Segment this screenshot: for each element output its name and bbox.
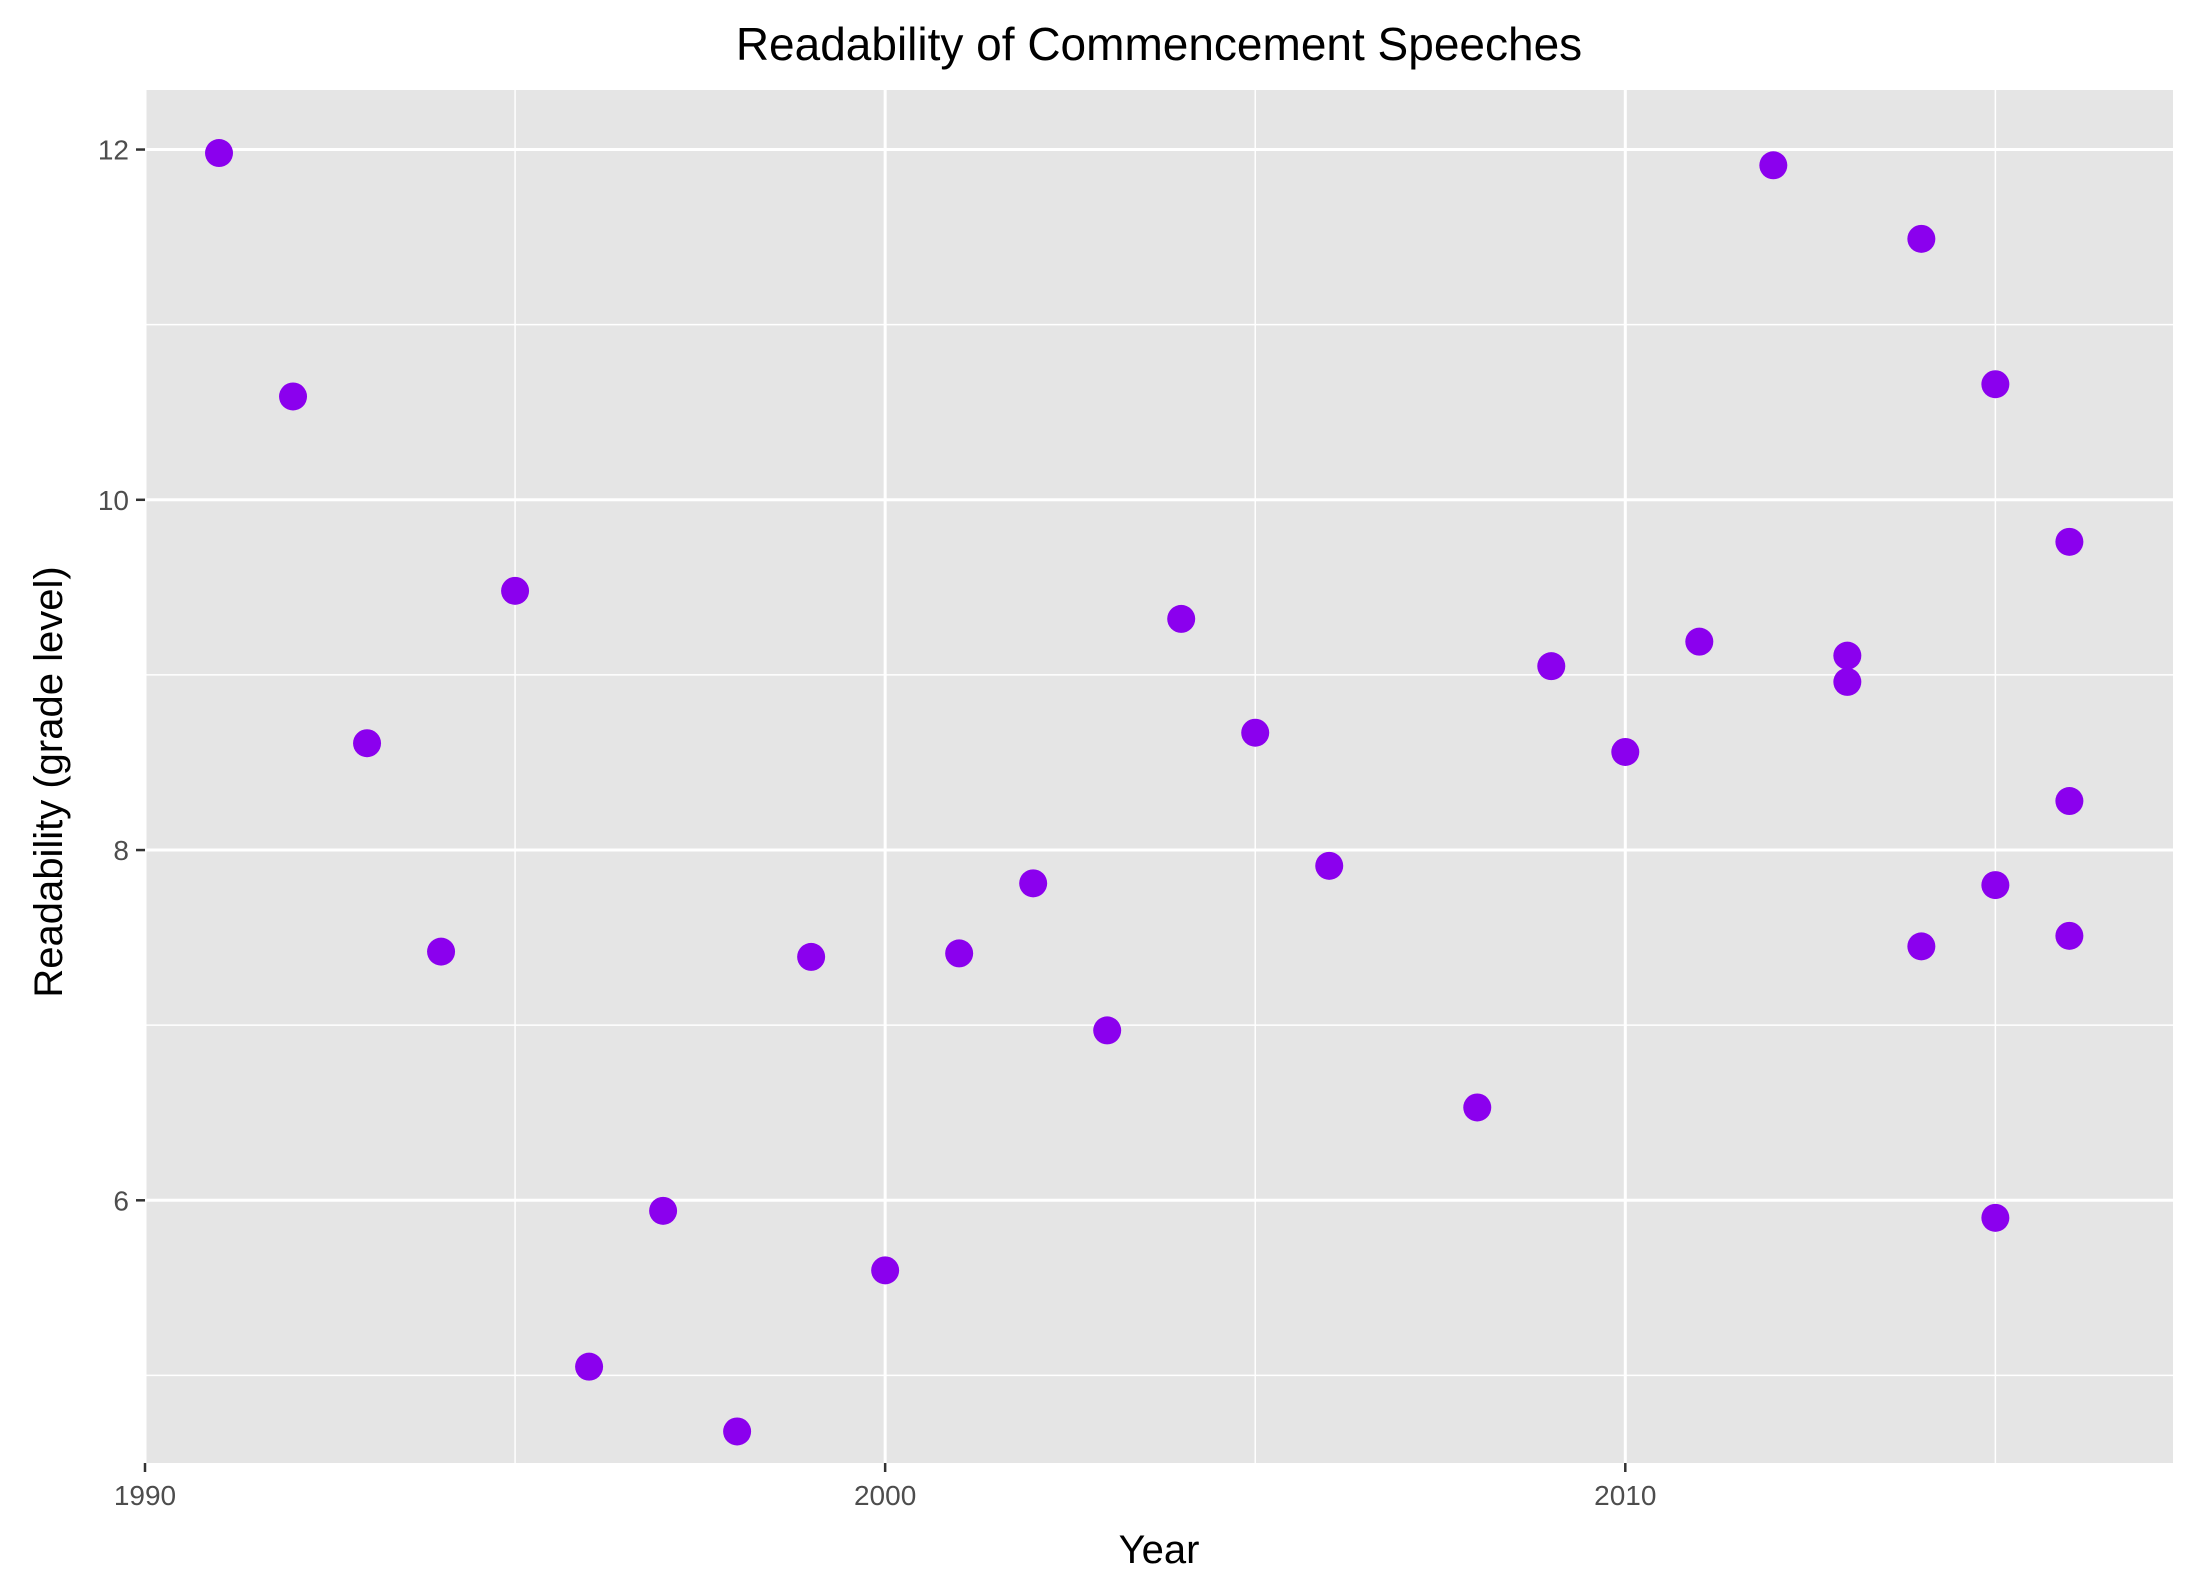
data-point [1833,667,1862,696]
x-axis-title: Year [1119,1528,1200,1572]
data-point [427,937,456,966]
data-point [1981,370,2010,399]
y-tick-label: 6 [113,1185,129,1216]
plot-panel [145,90,2173,1463]
data-point [353,729,382,758]
data-point [1833,641,1862,670]
data-point [945,939,974,968]
x-tick-label: 2000 [854,1480,916,1511]
data-point [1167,604,1196,633]
data-point [1759,151,1788,180]
y-axis: 6 8 10 12 [98,135,145,1216]
data-point [1315,851,1344,880]
data-point [2055,527,2084,556]
data-point [1241,718,1270,747]
data-point [1463,1093,1492,1122]
data-point [1611,737,1640,766]
data-point [2055,921,2084,950]
data-point [1907,932,1936,961]
data-point [1981,871,2010,900]
data-point [2055,787,2084,816]
chart-title: Readability of Commencement Speeches [736,18,1582,70]
data-point [575,1352,604,1381]
data-point [1685,627,1714,656]
major-grid [143,90,2173,1463]
data-points [205,139,2084,1446]
data-point [797,942,826,971]
data-point [1907,224,1936,253]
x-axis: 1990 2000 2010 [114,1463,1656,1511]
y-tick-label: 8 [113,835,129,866]
data-point [649,1196,678,1225]
data-point [501,576,530,605]
data-point [871,1256,900,1285]
y-tick-label: 10 [98,485,129,516]
data-point [1981,1203,2010,1232]
data-point [1093,1016,1122,1045]
data-point [723,1417,752,1446]
data-point [1537,652,1566,681]
y-axis-title: Readability (grade level) [27,566,71,997]
data-point [205,139,234,168]
data-point [279,382,308,411]
x-tick-label: 1990 [114,1480,176,1511]
x-tick-label: 2010 [1594,1480,1656,1511]
y-tick-label: 12 [98,135,129,166]
minor-grid [145,90,2173,1463]
data-point [1019,869,1048,898]
